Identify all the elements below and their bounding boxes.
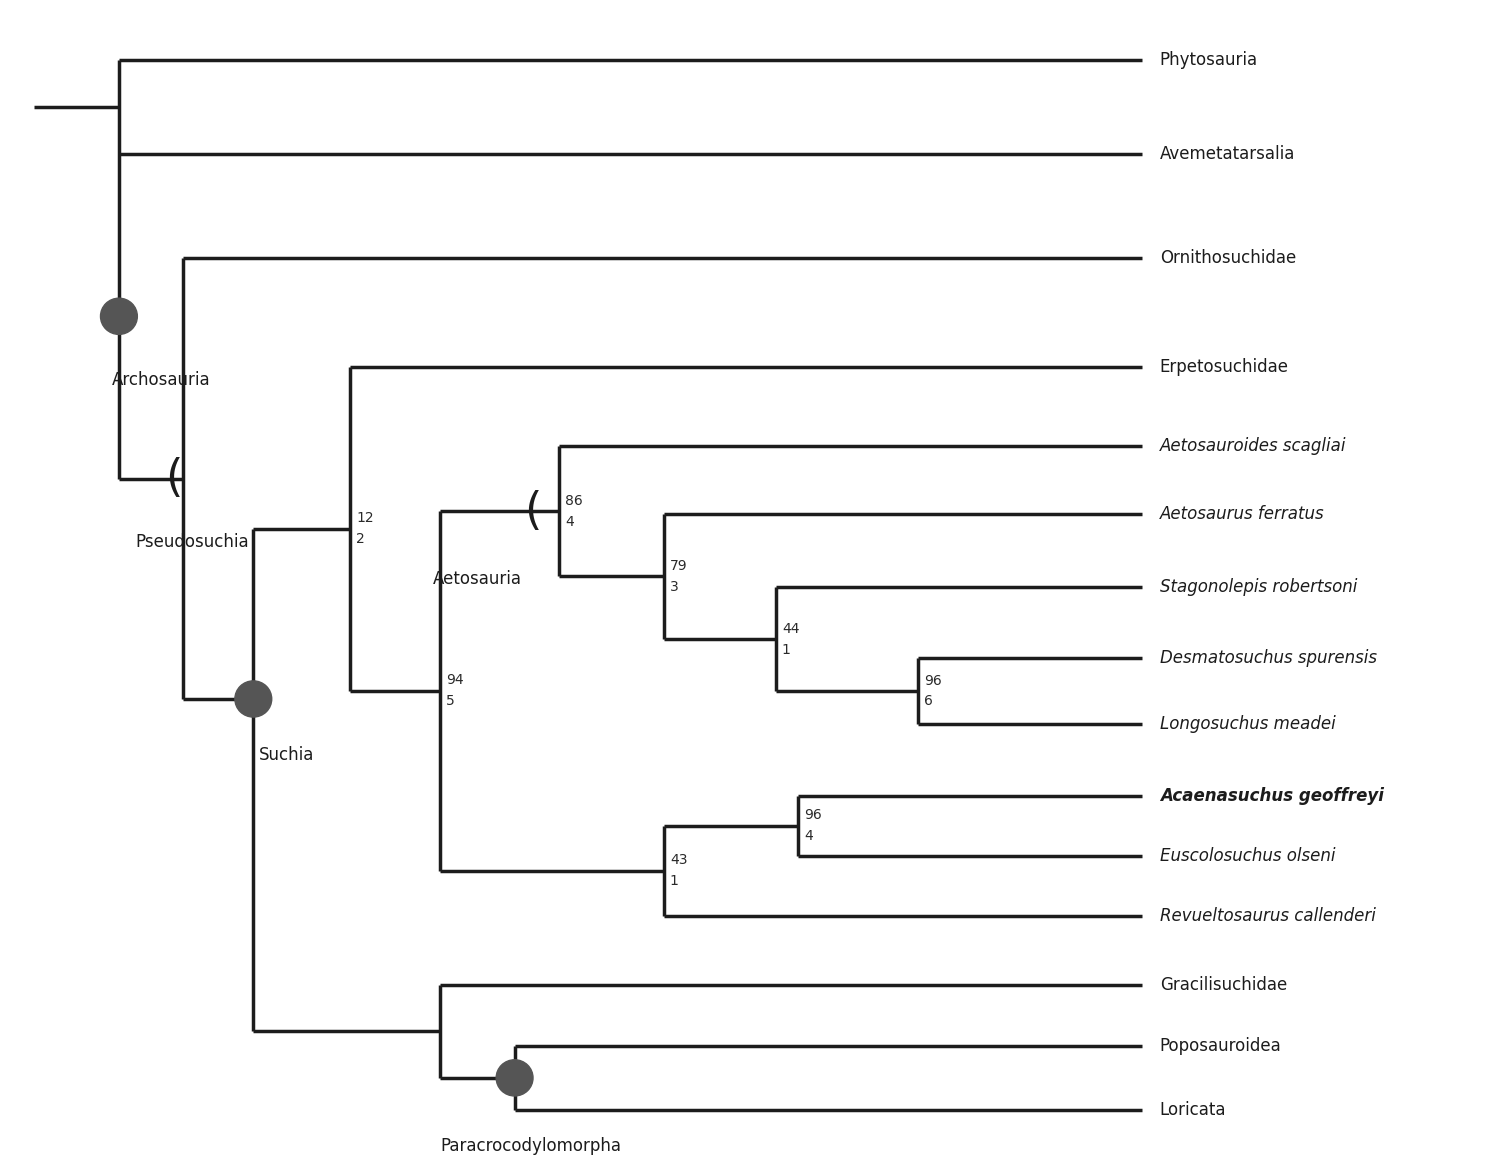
Ellipse shape — [101, 299, 137, 335]
Text: Suchia: Suchia — [259, 746, 315, 765]
Text: 3: 3 — [671, 580, 678, 594]
Text: 2: 2 — [356, 532, 365, 546]
Text: 1: 1 — [671, 874, 678, 888]
Text: Paracrocodylomorpha: Paracrocodylomorpha — [440, 1136, 621, 1155]
Text: 94: 94 — [446, 674, 464, 688]
Text: 12: 12 — [356, 511, 374, 525]
Text: Ornithosuchidae: Ornithosuchidae — [1159, 249, 1296, 267]
Text: Longosuchus meadei: Longosuchus meadei — [1159, 716, 1335, 733]
Text: Gracilisuchidae: Gracilisuchidae — [1159, 976, 1287, 994]
Text: 6: 6 — [924, 695, 933, 709]
Text: (: ( — [524, 489, 541, 532]
Text: Aetosaurus ferratus: Aetosaurus ferratus — [1159, 504, 1325, 523]
Text: Aetosauria: Aetosauria — [433, 571, 521, 588]
Text: Acaenasuchus geoffreyi: Acaenasuchus geoffreyi — [1159, 787, 1383, 804]
Text: 4: 4 — [805, 829, 812, 842]
Text: 79: 79 — [671, 559, 687, 573]
Text: Loricata: Loricata — [1159, 1102, 1227, 1119]
Text: 86: 86 — [565, 494, 583, 508]
Text: 43: 43 — [671, 853, 687, 867]
Text: (: ( — [166, 457, 182, 500]
Text: 5: 5 — [446, 694, 455, 709]
Text: Phytosauria: Phytosauria — [1159, 51, 1258, 69]
Text: Stagonolepis robertsoni: Stagonolepis robertsoni — [1159, 579, 1356, 596]
Text: 4: 4 — [565, 515, 574, 529]
Text: 96: 96 — [924, 674, 942, 688]
Text: Revueltosaurus callenderi: Revueltosaurus callenderi — [1159, 906, 1376, 925]
Text: 44: 44 — [782, 622, 799, 636]
Text: Euscolosuchus olseni: Euscolosuchus olseni — [1159, 847, 1335, 865]
Text: 96: 96 — [805, 808, 821, 823]
Ellipse shape — [235, 681, 271, 717]
Text: Avemetatarsalia: Avemetatarsalia — [1159, 145, 1295, 163]
Text: 1: 1 — [782, 643, 791, 657]
Text: Poposauroidea: Poposauroidea — [1159, 1037, 1281, 1055]
Text: Erpetosuchidae: Erpetosuchidae — [1159, 358, 1288, 375]
Ellipse shape — [496, 1060, 533, 1096]
Text: Aetosauroides scagliai: Aetosauroides scagliai — [1159, 437, 1346, 456]
Text: Desmatosuchus spurensis: Desmatosuchus spurensis — [1159, 648, 1376, 667]
Text: Archosauria: Archosauria — [112, 371, 209, 388]
Text: Pseudosuchia: Pseudosuchia — [136, 533, 249, 551]
